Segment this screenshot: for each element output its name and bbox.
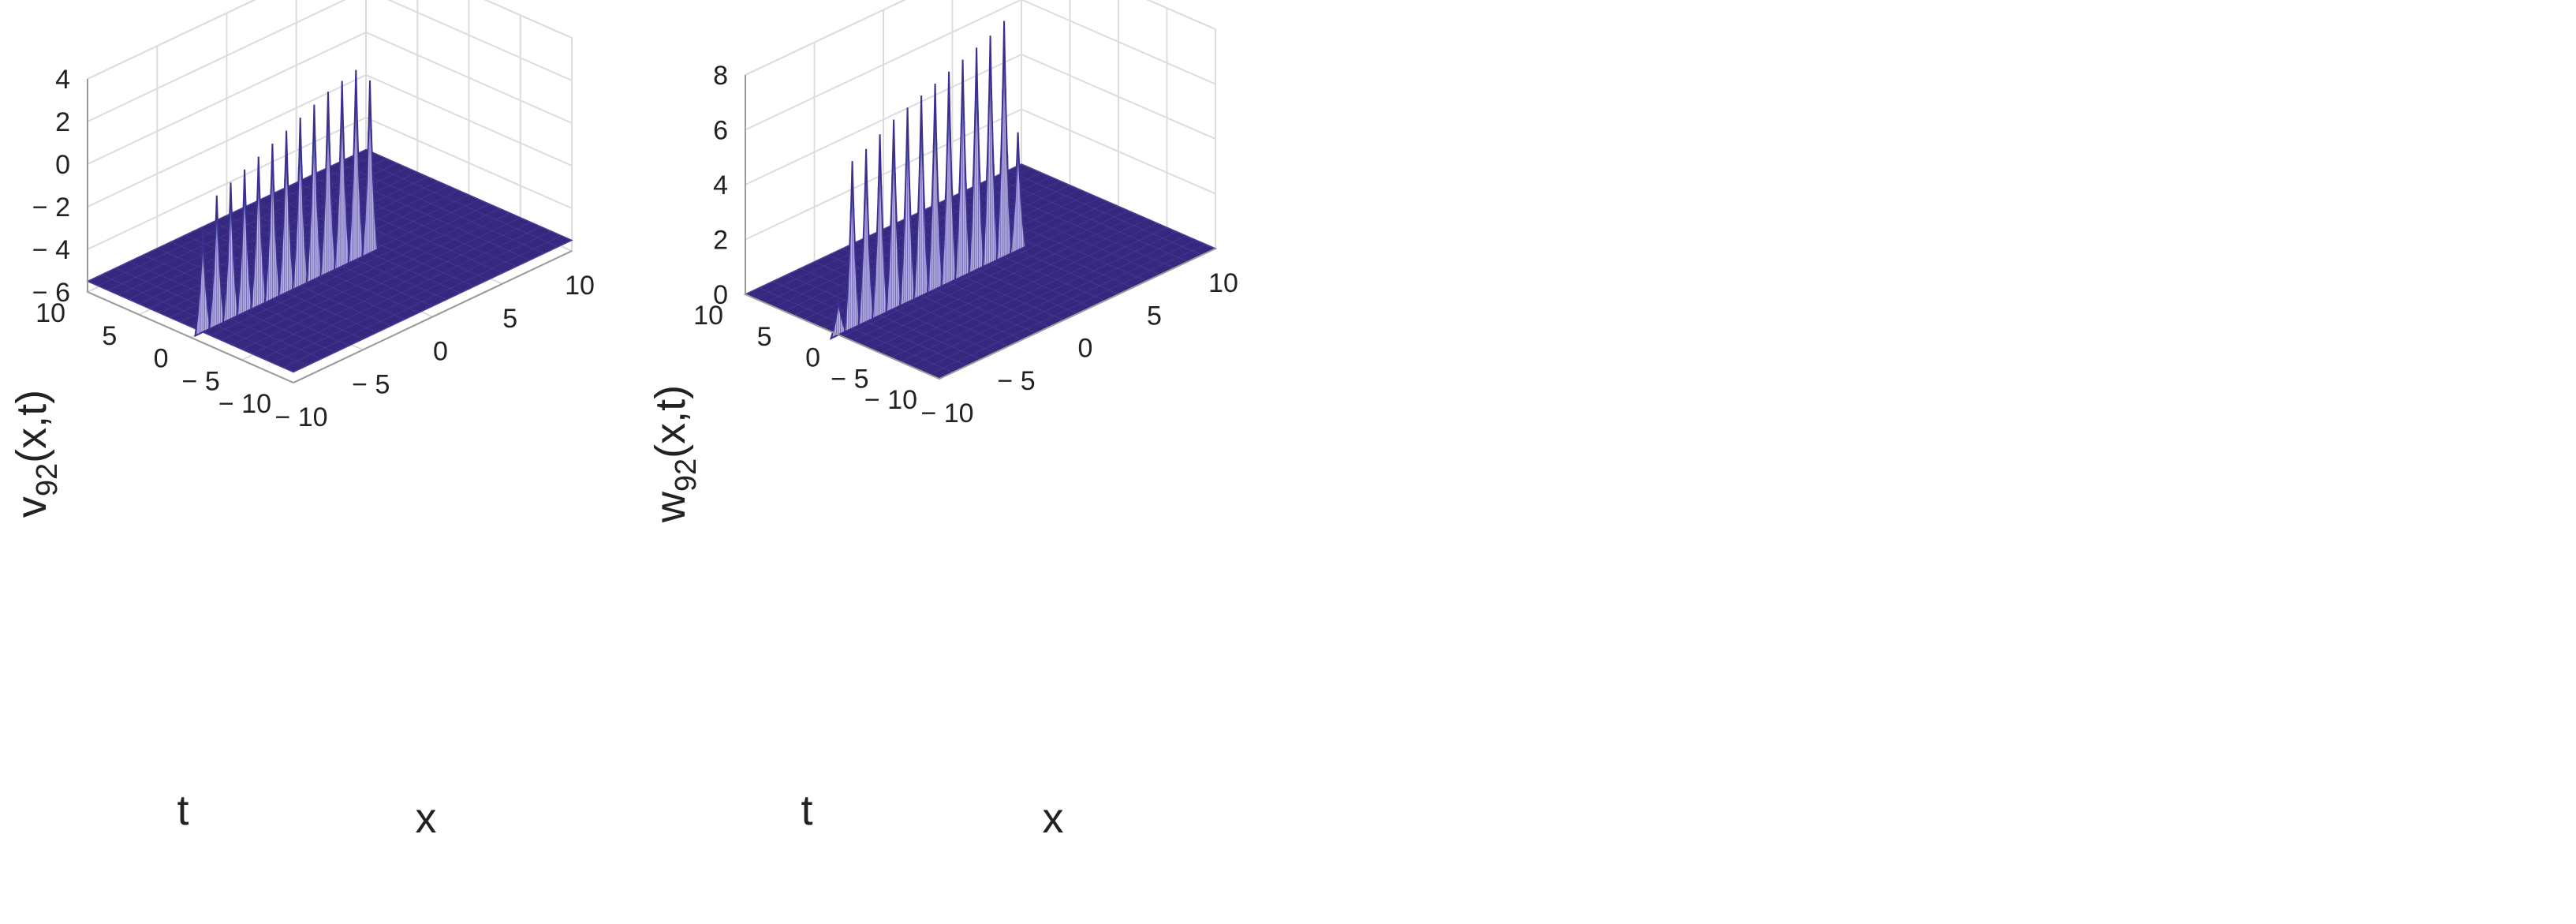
grid-line-z bbox=[87, 73, 573, 208]
surface-mesh bbox=[842, 206, 1119, 337]
x-tick-label: 10 bbox=[1208, 268, 1238, 298]
x-tick-label: 10 bbox=[565, 271, 595, 301]
t-tick-label: 10 bbox=[693, 301, 723, 331]
grid-line-z bbox=[745, 0, 1216, 76]
z-axis-label: w92(x,t) bbox=[647, 385, 703, 523]
x-tick-label: − 5 bbox=[997, 366, 1035, 396]
grid-line-z bbox=[745, 0, 1216, 131]
surface bbox=[744, 21, 1217, 380]
t-axis-line bbox=[87, 291, 294, 383]
grid-line-z bbox=[87, 116, 573, 250]
t-tick-label: − 5 bbox=[831, 364, 868, 394]
z-axis-label-text: w92(x,t) bbox=[647, 385, 703, 523]
t-tick-label: 0 bbox=[805, 343, 820, 373]
surface-mesh bbox=[897, 222, 1092, 308]
surface-mesh bbox=[1007, 170, 1202, 256]
z-tick-label: 2 bbox=[55, 107, 70, 137]
surface-mesh bbox=[938, 203, 1133, 288]
t-tick-label: 0 bbox=[154, 344, 169, 374]
t-tick-label: − 10 bbox=[218, 389, 271, 419]
t-axis-line bbox=[745, 294, 940, 380]
t-axis-label: t bbox=[177, 787, 189, 834]
surface-mesh bbox=[980, 183, 1174, 269]
x-axis-line bbox=[939, 248, 1216, 380]
surface bbox=[86, 69, 573, 373]
z-tick-label: 0 bbox=[713, 280, 728, 310]
x-axis-label: x bbox=[416, 795, 437, 842]
t-tick-label: − 5 bbox=[182, 366, 220, 396]
z-tick-label: 0 bbox=[55, 150, 70, 180]
x-axis-line bbox=[293, 250, 573, 383]
t-axis-label: t bbox=[801, 787, 812, 834]
t-tick-label: 10 bbox=[35, 298, 65, 328]
z-tick-label: 4 bbox=[55, 65, 70, 95]
x-tick-label: − 10 bbox=[274, 402, 327, 432]
z-tick-label: − 4 bbox=[32, 235, 70, 265]
z-tick-label: − 6 bbox=[32, 278, 70, 308]
x-tick-label: − 5 bbox=[352, 369, 390, 399]
surface-mesh bbox=[952, 196, 1147, 282]
t-tick-label: − 10 bbox=[864, 385, 917, 415]
grid-line-z bbox=[87, 0, 573, 122]
grid-line-z bbox=[745, 53, 1216, 185]
grid-line-z bbox=[745, 108, 1216, 241]
t-tick-label: 5 bbox=[102, 321, 117, 351]
z-axis-label-text: v92(x,t) bbox=[8, 390, 64, 518]
surface-mesh bbox=[128, 167, 408, 300]
z-tick-label: 4 bbox=[713, 170, 728, 200]
z-tick-label: 6 bbox=[713, 116, 728, 146]
surface-mesh bbox=[924, 209, 1119, 295]
z-tick-label: − 2 bbox=[32, 193, 70, 223]
surface-mesh bbox=[910, 215, 1106, 301]
t-tick-label: 5 bbox=[757, 322, 772, 352]
z-tick-label: 2 bbox=[713, 226, 728, 256]
x-tick-label: 5 bbox=[1147, 301, 1162, 331]
grid-line-z bbox=[87, 0, 573, 80]
surface-mesh bbox=[993, 177, 1189, 262]
x-tick-label: 0 bbox=[1078, 334, 1093, 364]
x-tick-label: − 10 bbox=[920, 398, 973, 428]
x-tick-label: 5 bbox=[502, 304, 517, 334]
x-axis-label: x bbox=[1043, 795, 1064, 842]
surface-mesh bbox=[352, 155, 558, 248]
z-axis-label: v92(x,t) bbox=[8, 390, 64, 518]
z-tick-label: 8 bbox=[713, 61, 728, 91]
grid-line-z bbox=[87, 31, 573, 165]
x-tick-label: 0 bbox=[433, 337, 448, 367]
